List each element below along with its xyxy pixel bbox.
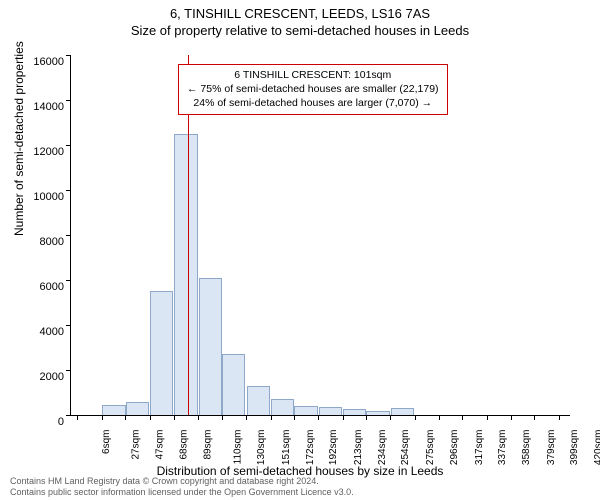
annotation-line-2: ← 75% of semi-detached houses are smalle… <box>187 82 439 96</box>
y-tick-label: 14000 <box>14 101 64 113</box>
y-tick-mark <box>66 325 71 326</box>
y-tick-label: 2000 <box>14 371 64 383</box>
x-tick-label: 399sqm <box>569 430 580 466</box>
histogram-bar <box>150 291 173 415</box>
x-tick-label: 110sqm <box>232 430 243 465</box>
chart-titles: 6, TINSHILL CRESCENT, LEEDS, LS16 7AS Si… <box>0 0 600 38</box>
x-tick-label: 213sqm <box>353 430 364 466</box>
x-tick-mark <box>318 415 319 420</box>
y-tick-mark <box>66 190 71 191</box>
chart-area: 6sqm27sqm47sqm68sqm89sqm110sqm130sqm151s… <box>70 56 570 416</box>
histogram-bar <box>391 408 414 415</box>
y-tick-label: 6000 <box>14 281 64 293</box>
x-tick-mark <box>439 415 440 420</box>
x-tick-mark <box>198 415 199 420</box>
footer-line-1: Contains HM Land Registry data © Crown c… <box>10 476 354 487</box>
x-tick-label: 358sqm <box>521 430 532 466</box>
x-tick-label: 379sqm <box>546 430 557 466</box>
y-tick-label: 10000 <box>14 191 64 203</box>
annotation-box: 6 TINSHILL CRESCENT: 101sqm ← 75% of sem… <box>178 64 448 115</box>
histogram-bar <box>294 406 317 415</box>
y-tick-label: 16000 <box>14 56 64 68</box>
y-tick-mark <box>66 235 71 236</box>
x-tick-mark <box>271 415 272 420</box>
x-tick-mark <box>174 415 175 420</box>
x-tick-label: 254sqm <box>400 430 411 466</box>
annotation-line-1: 6 TINSHILL CRESCENT: 101sqm <box>187 68 439 82</box>
y-tick-mark <box>66 145 71 146</box>
y-tick-label: 8000 <box>14 236 64 248</box>
histogram-bar <box>247 386 270 415</box>
histogram-bar <box>199 278 222 415</box>
y-tick-label: 0 <box>14 416 64 428</box>
x-tick-mark <box>77 415 78 420</box>
y-tick-label: 4000 <box>14 326 64 338</box>
title-subtitle: Size of property relative to semi-detach… <box>0 23 600 38</box>
histogram-bar <box>174 134 197 415</box>
x-tick-mark <box>102 415 103 420</box>
x-tick-mark <box>534 415 535 420</box>
x-tick-label: 27sqm <box>131 430 142 460</box>
x-tick-label: 337sqm <box>497 430 508 466</box>
x-tick-label: 234sqm <box>377 430 388 466</box>
histogram-bar <box>366 411 389 416</box>
y-tick-mark <box>66 100 71 101</box>
x-tick-mark <box>390 415 391 420</box>
histogram-bar <box>222 354 245 415</box>
x-tick-mark <box>150 415 151 420</box>
x-tick-mark <box>415 415 416 420</box>
x-tick-mark <box>222 415 223 420</box>
x-tick-label: 317sqm <box>474 430 485 466</box>
x-tick-mark <box>246 415 247 420</box>
x-tick-label: 89sqm <box>203 430 214 460</box>
x-tick-mark <box>559 415 560 420</box>
annotation-line-3: 24% of semi-detached houses are larger (… <box>187 96 439 110</box>
x-tick-label: 275sqm <box>425 430 436 466</box>
y-tick-mark <box>66 55 71 56</box>
y-tick-mark <box>66 280 71 281</box>
x-tick-label: 151sqm <box>281 430 292 466</box>
x-tick-label: 6sqm <box>101 430 112 454</box>
histogram-bar <box>126 402 149 416</box>
x-tick-mark <box>366 415 367 420</box>
x-tick-label: 68sqm <box>179 430 190 460</box>
y-tick-label: 12000 <box>14 146 64 158</box>
x-tick-label: 47sqm <box>154 430 165 460</box>
y-axis-label: Number of semi-detached properties <box>12 41 26 236</box>
x-tick-mark <box>487 415 488 420</box>
title-address: 6, TINSHILL CRESCENT, LEEDS, LS16 7AS <box>0 6 600 21</box>
histogram-bar <box>271 399 294 415</box>
footer-line-2: Contains public sector information licen… <box>10 487 354 498</box>
y-tick-mark <box>66 370 71 371</box>
x-tick-mark <box>125 415 126 420</box>
x-tick-label: 130sqm <box>256 430 267 466</box>
footer-attribution: Contains HM Land Registry data © Crown c… <box>10 476 354 498</box>
histogram-bar <box>102 405 125 415</box>
histogram-bar <box>319 407 342 415</box>
x-tick-label: 172sqm <box>305 430 316 466</box>
histogram-bar <box>343 409 366 415</box>
x-tick-mark <box>462 415 463 420</box>
x-tick-mark <box>343 415 344 420</box>
x-tick-label: 296sqm <box>449 430 460 466</box>
y-tick-mark <box>66 415 71 416</box>
x-tick-label: 192sqm <box>328 430 339 466</box>
x-tick-mark <box>511 415 512 420</box>
x-tick-mark <box>294 415 295 420</box>
x-tick-label: 420sqm <box>593 430 600 466</box>
